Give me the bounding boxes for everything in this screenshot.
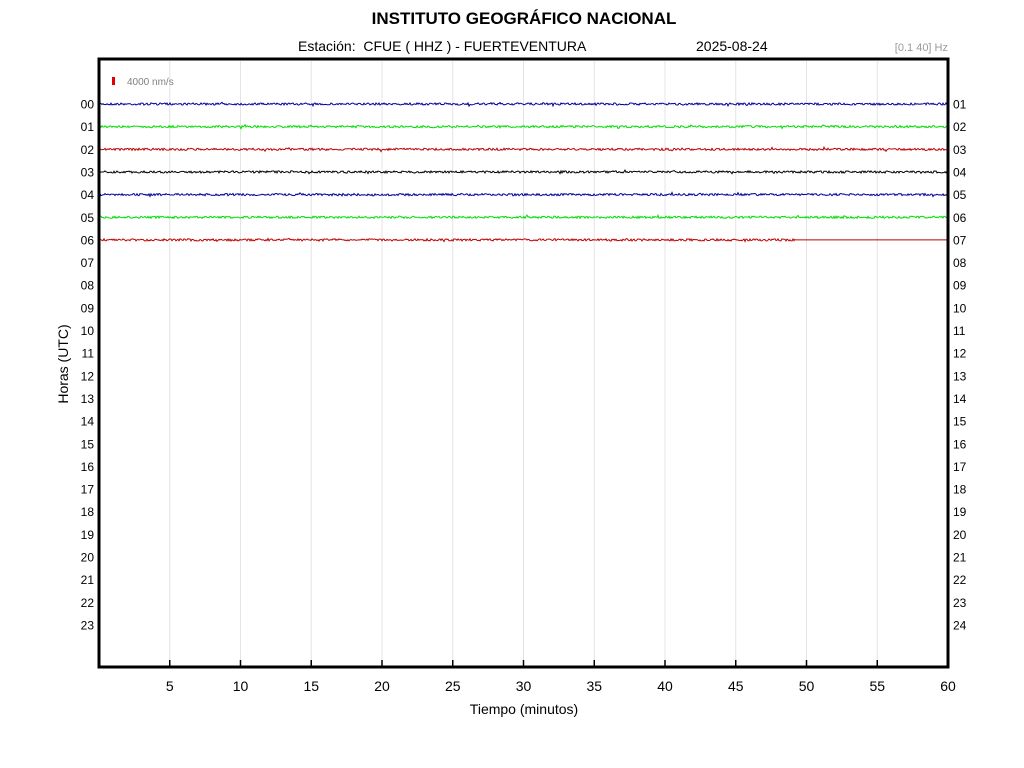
hour-label-left: 19 bbox=[81, 528, 95, 542]
hour-label-left: 21 bbox=[81, 573, 95, 587]
hour-label-right: 11 bbox=[953, 324, 966, 338]
hour-label-left: 08 bbox=[81, 279, 95, 293]
hour-label-left: 16 bbox=[81, 460, 95, 474]
trace-line-02 bbox=[98, 145, 949, 153]
trace-line-05 bbox=[98, 213, 949, 220]
x-tick-label: 30 bbox=[516, 678, 532, 694]
hour-label-right: 04 bbox=[953, 165, 967, 179]
hour-label-left: 23 bbox=[81, 618, 95, 632]
hour-label-left: 12 bbox=[81, 369, 95, 383]
hour-label-left: 14 bbox=[81, 415, 95, 429]
record-date: 2025-08-24 bbox=[696, 38, 768, 54]
hour-label-right: 01 bbox=[953, 98, 967, 112]
hour-label-right: 16 bbox=[953, 437, 967, 451]
hour-label-left: 11 bbox=[82, 347, 95, 361]
x-tick-label: 25 bbox=[445, 678, 461, 694]
hour-label-left: 17 bbox=[81, 483, 95, 497]
x-tick-label: 60 bbox=[940, 678, 956, 694]
x-tick-label: 20 bbox=[374, 678, 390, 694]
trace-line-01 bbox=[98, 123, 949, 131]
hour-label-left: 07 bbox=[81, 256, 95, 270]
x-tick-labels: 5 10 15 20 25 30 35 40 45 50 55 60 bbox=[166, 678, 956, 694]
x-tick-label: 35 bbox=[586, 678, 602, 694]
hour-label-left: 03 bbox=[81, 165, 95, 179]
hour-label-left: 01 bbox=[81, 120, 95, 134]
hour-label-right: 08 bbox=[953, 256, 967, 270]
hour-label-left: 09 bbox=[81, 301, 95, 315]
hour-label-right: 05 bbox=[953, 188, 967, 202]
hour-label-right: 24 bbox=[953, 618, 967, 632]
plot-frame bbox=[97, 57, 950, 669]
hour-label-right: 10 bbox=[953, 301, 967, 315]
hour-label-right: 22 bbox=[953, 573, 967, 587]
trace-line-06 bbox=[98, 237, 796, 243]
x-axis-label: Tiempo (minutos) bbox=[470, 701, 578, 717]
hour-label-left: 20 bbox=[81, 551, 95, 565]
hour-label-left: 22 bbox=[81, 596, 95, 610]
station-label: Estación: bbox=[298, 38, 356, 54]
hour-label-left: 15 bbox=[81, 437, 95, 451]
grid-lines bbox=[169, 61, 878, 665]
chart-title: INSTITUTO GEOGRÁFICO NACIONAL bbox=[371, 9, 677, 28]
hour-label-left: 18 bbox=[81, 505, 95, 519]
hour-label-left: 10 bbox=[81, 324, 95, 338]
scale-bar-icon bbox=[112, 77, 115, 85]
hour-label-right: 23 bbox=[953, 596, 967, 610]
hour-label-right: 15 bbox=[953, 415, 967, 429]
trace-line-04 bbox=[98, 191, 949, 198]
x-tick-label: 55 bbox=[869, 678, 885, 694]
hour-label-right: 06 bbox=[953, 211, 967, 225]
hour-label-left: 02 bbox=[81, 143, 95, 157]
filter-band: [0.1 40] Hz bbox=[894, 42, 948, 54]
x-tick-label: 45 bbox=[728, 678, 744, 694]
seismic-traces bbox=[98, 101, 949, 243]
hour-label-right: 14 bbox=[953, 392, 967, 406]
scale-label: 4000 nm/s bbox=[127, 77, 174, 88]
x-tick-label: 40 bbox=[657, 678, 673, 694]
trace-line-03 bbox=[98, 168, 949, 175]
x-tick-label: 15 bbox=[303, 678, 319, 694]
trace-line-00 bbox=[98, 101, 949, 108]
right-hour-labels: 01 02 03 04 05 06 07 08 09 10 11 12 13 14 15 16 17 18 19 20… bbox=[953, 98, 967, 633]
hour-label-right: 19 bbox=[953, 505, 967, 519]
hour-label-left: 04 bbox=[81, 188, 95, 202]
x-tick-label: 10 bbox=[233, 678, 249, 694]
hour-label-left: 06 bbox=[81, 233, 95, 247]
hour-label-right: 07 bbox=[953, 233, 967, 247]
hour-label-right: 09 bbox=[953, 279, 967, 293]
hour-label-right: 02 bbox=[953, 120, 967, 134]
y-axis-label: Horas (UTC) bbox=[55, 324, 71, 403]
left-hour-labels: 00 01 02 03 04 05 06 07 08 09 10 11 12 13 14 15 16 17 18 19… bbox=[81, 98, 95, 633]
hour-label-right: 12 bbox=[953, 347, 967, 361]
hour-label-right: 03 bbox=[953, 143, 967, 157]
x-tick-label: 50 bbox=[799, 678, 815, 694]
station-name: CFUE ( HHZ ) - FUERTEVENTURA bbox=[363, 38, 587, 54]
hour-label-left: 00 bbox=[81, 98, 95, 112]
hour-label-right: 13 bbox=[953, 369, 967, 383]
hour-label-left: 13 bbox=[81, 392, 95, 406]
x-tick-label: 5 bbox=[166, 678, 174, 694]
hour-label-right: 21 bbox=[953, 551, 967, 565]
hour-label-left: 05 bbox=[81, 211, 95, 225]
hour-label-right: 18 bbox=[953, 483, 967, 497]
hour-label-right: 17 bbox=[953, 460, 967, 474]
station-info: Estación: CFUE ( HHZ ) - FUERTEVENTURA bbox=[298, 38, 586, 54]
hour-label-right: 20 bbox=[953, 528, 967, 542]
